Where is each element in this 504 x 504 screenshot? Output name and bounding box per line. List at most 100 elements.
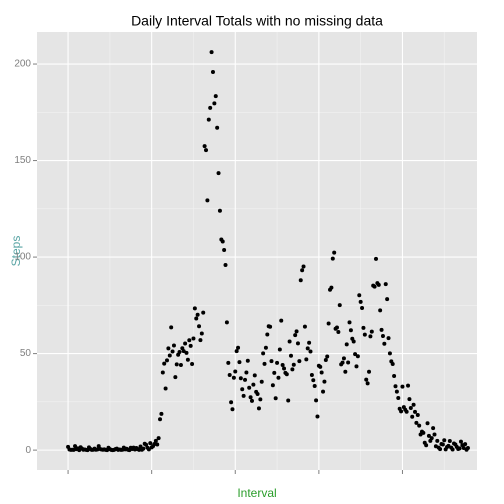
point	[177, 350, 182, 355]
point	[337, 303, 342, 308]
point	[199, 331, 204, 336]
point	[236, 345, 241, 350]
point	[438, 447, 443, 452]
point	[332, 250, 337, 255]
point	[380, 334, 385, 339]
point	[406, 383, 411, 388]
point	[424, 443, 429, 448]
point	[280, 362, 285, 367]
point	[284, 372, 289, 377]
y-tick-label: 0	[25, 445, 31, 456]
point	[457, 446, 462, 451]
point	[390, 362, 395, 367]
y-axis-label: Steps	[9, 236, 23, 267]
point	[365, 381, 370, 386]
point	[169, 325, 174, 330]
point	[353, 352, 358, 357]
point	[162, 361, 167, 366]
point	[141, 446, 146, 451]
point	[249, 398, 254, 403]
point	[258, 397, 263, 402]
y-tick-label: 150	[14, 155, 31, 166]
point	[170, 349, 175, 354]
point	[336, 329, 341, 334]
point	[348, 328, 353, 333]
point	[330, 256, 335, 261]
point	[305, 346, 310, 351]
point	[265, 332, 270, 337]
point	[321, 389, 326, 394]
point	[222, 247, 227, 252]
point	[287, 339, 292, 344]
point	[204, 148, 209, 153]
point	[360, 306, 365, 311]
point	[355, 354, 360, 359]
point	[277, 347, 282, 352]
point	[248, 395, 253, 400]
point	[252, 373, 257, 378]
point	[425, 421, 430, 426]
y-tick-label: 100	[14, 252, 31, 263]
panel	[37, 32, 477, 470]
point	[307, 340, 312, 345]
point	[312, 384, 317, 389]
point	[368, 334, 373, 339]
point	[224, 320, 229, 325]
point	[160, 370, 165, 375]
point	[261, 351, 266, 356]
y-tick-label: 200	[14, 59, 31, 70]
point	[190, 362, 195, 367]
point	[146, 447, 151, 452]
point	[238, 376, 243, 381]
point	[245, 358, 250, 363]
point	[276, 375, 281, 380]
point	[329, 285, 334, 290]
point	[212, 101, 217, 106]
point	[379, 327, 384, 332]
point	[393, 384, 398, 389]
point	[404, 409, 409, 414]
point	[201, 310, 206, 315]
point	[362, 332, 367, 337]
point	[208, 105, 213, 110]
point	[442, 438, 447, 443]
point	[173, 375, 178, 380]
point	[367, 369, 372, 374]
point	[164, 358, 169, 363]
point	[309, 373, 314, 378]
point	[156, 436, 161, 441]
point	[351, 339, 356, 344]
point	[178, 362, 183, 367]
point	[387, 351, 392, 356]
point	[184, 350, 189, 355]
point	[376, 282, 381, 287]
point	[322, 379, 327, 384]
point	[223, 262, 228, 267]
point	[227, 373, 232, 378]
point	[429, 436, 434, 441]
point	[202, 144, 207, 149]
point	[226, 360, 231, 365]
point	[400, 384, 405, 389]
point	[415, 412, 420, 417]
point	[364, 377, 369, 382]
point	[392, 373, 397, 378]
point	[298, 278, 303, 283]
point	[447, 439, 452, 444]
point	[192, 306, 197, 311]
point	[357, 293, 362, 298]
point	[301, 264, 306, 269]
point	[243, 377, 248, 382]
point	[244, 370, 249, 375]
point	[153, 438, 158, 443]
point	[237, 360, 242, 365]
point	[311, 378, 316, 383]
point	[369, 329, 374, 334]
point	[421, 430, 426, 435]
point	[241, 393, 246, 398]
point	[346, 360, 351, 365]
point	[148, 441, 153, 446]
point	[411, 402, 416, 407]
point	[412, 409, 417, 414]
